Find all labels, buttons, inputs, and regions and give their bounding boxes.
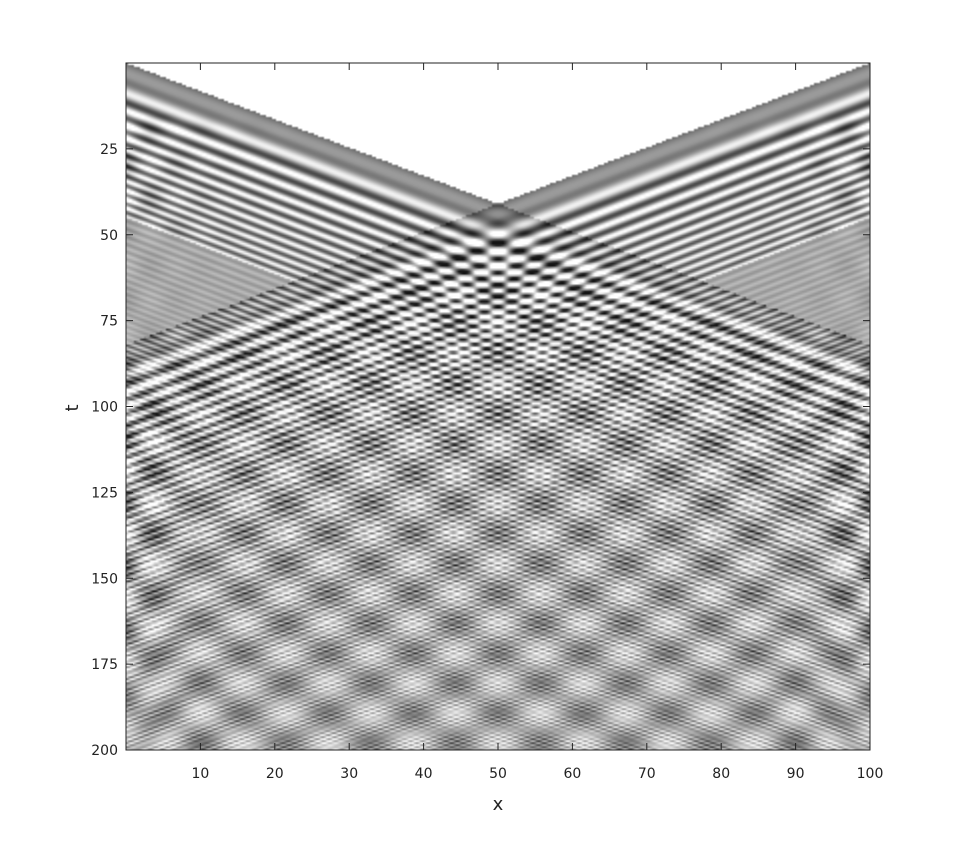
x-tick-label: 30	[340, 766, 358, 782]
x-tick-label: 90	[787, 766, 805, 782]
y-tick-label: 150	[91, 571, 118, 587]
x-tick-label: 50	[489, 766, 507, 782]
y-axis-label: t	[62, 404, 83, 411]
y-tick-label: 25	[100, 142, 118, 158]
y-tick-label: 75	[100, 314, 118, 330]
x-tick-label: 60	[563, 766, 581, 782]
x-tick-label: 40	[415, 766, 433, 782]
x-tick-label: 70	[638, 766, 656, 782]
x-axis-label: x	[493, 794, 504, 815]
y-tick-label: 50	[100, 228, 118, 244]
heatmap-image	[126, 63, 870, 750]
y-tick-label: 100	[91, 400, 118, 416]
x-tick-label: 20	[266, 766, 284, 782]
x-tick-label: 10	[191, 766, 209, 782]
y-tick-label: 200	[91, 743, 118, 759]
y-axis: 25 50 75 100 125 150 175 200	[91, 142, 870, 759]
y-tick-label: 175	[91, 657, 118, 673]
x-tick-label: 80	[712, 766, 730, 782]
y-tick-label: 125	[91, 485, 118, 501]
x-axis: 10 20 30 40 50 60 70 80 90 100	[191, 63, 883, 782]
x-tick-label: 100	[857, 766, 884, 782]
plot-area	[125, 62, 871, 751]
